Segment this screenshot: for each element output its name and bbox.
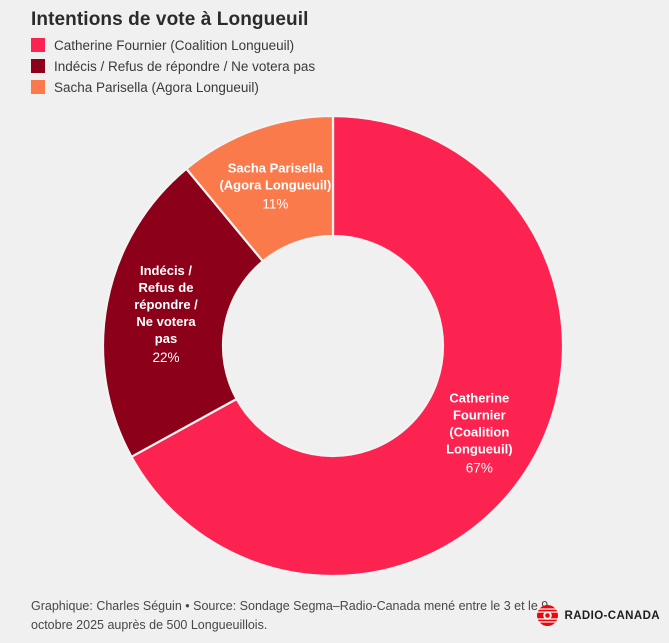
source-credit: Graphique: Charles Séguin • Source: Sond… <box>31 599 549 632</box>
donut-slice-1[interactable] <box>101 167 265 459</box>
legend-item: Sacha Parisella (Agora Longueuil) <box>31 79 315 95</box>
legend-label: Indécis / Refus de répondre / Ne votera … <box>54 58 316 74</box>
legend-item: Indécis / Refus de répondre / Ne votera … <box>31 58 316 74</box>
radio-canada-gem-icon <box>537 605 559 626</box>
legend-swatch <box>31 38 45 52</box>
legend-swatch <box>31 59 45 73</box>
legend-swatch <box>31 80 45 94</box>
page-title: Intentions de vote à Longueuil <box>31 9 309 30</box>
radio-canada-logo: RADIO-CANADA <box>537 605 660 626</box>
legend: Catherine Fournier (Coalition Longueuil)… <box>31 38 315 101</box>
legend-label: Catherine Fournier (Coalition Longueuil) <box>54 37 295 53</box>
donut-slice-2[interactable] <box>184 114 335 263</box>
legend-label: Sacha Parisella (Agora Longueuil) <box>54 79 259 95</box>
legend-item: Catherine Fournier (Coalition Longueuil) <box>31 37 315 53</box>
donut-slice-0[interactable] <box>129 114 565 578</box>
radio-canada-wordmark: RADIO-CANADA <box>564 609 660 622</box>
